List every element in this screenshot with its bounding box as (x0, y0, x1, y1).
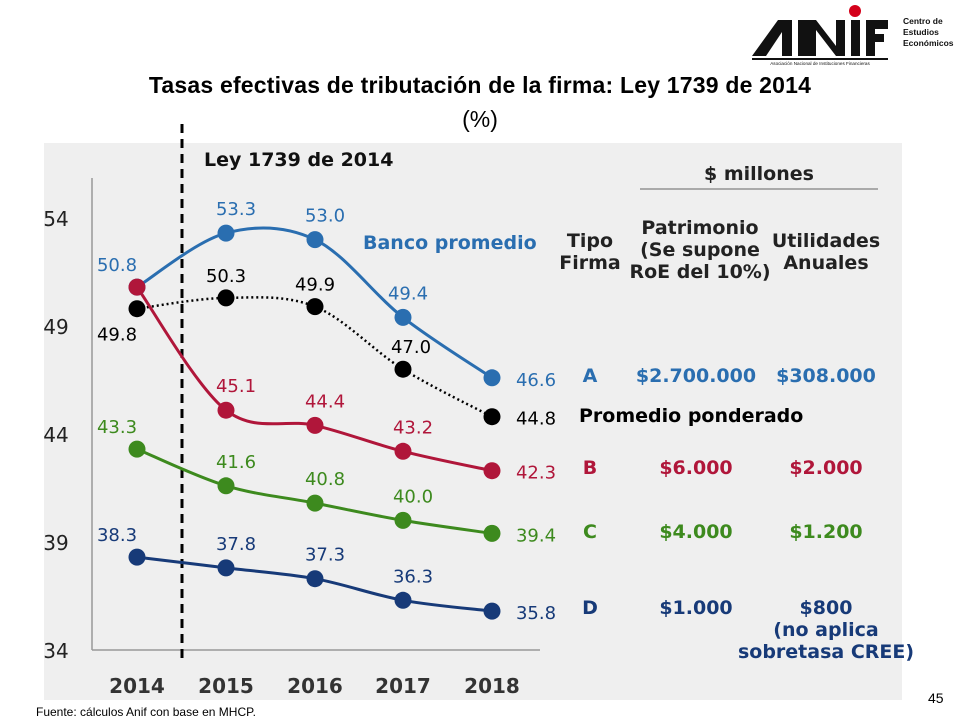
table-header-patrimonio: RoE del 10%) (629, 261, 770, 283)
table-header-utilidades: Utilidades (772, 230, 880, 252)
table-header-patrimonio: (Se supone (640, 239, 760, 261)
table-header-utilidades: Anuales (783, 252, 868, 274)
table-cell-utilidades: $800 (800, 597, 853, 619)
anif-logo: Asociación Nacional de Instituciones Fin… (752, 5, 954, 66)
table-cell-utilidades: (no aplica (773, 619, 878, 641)
tax-rate-chart: 54 49 44 39 34 2014 2015 2016 2017 2018 Ley 1739 d… (43, 124, 914, 700)
x-tick-label: 2016 (287, 674, 343, 698)
table-cell-patrimonio: $4.000 (659, 521, 732, 543)
source-note: Fuente: cálculos Anif con base en MHCP. (36, 705, 256, 719)
data-point-banco-promedio (217, 224, 235, 242)
page-number: 45 (928, 690, 944, 706)
table-cell-utilidades: $308.000 (776, 365, 876, 387)
data-point-c (217, 477, 235, 495)
page-title: Tasas efectivas de tributación de la fir… (148, 72, 812, 98)
data-label-b: 42.3 (516, 463, 556, 484)
data-label-c: 39.4 (516, 525, 556, 546)
y-tick-label: 34 (43, 639, 68, 663)
table-header-patrimonio: Patrimonio (641, 217, 758, 239)
data-point-promedio-ponderado (128, 300, 146, 318)
logo-side-line-3: Económicos (903, 38, 954, 48)
data-label-c: 40.0 (393, 486, 433, 507)
table-cell-patrimonio: $1.000 (659, 597, 732, 619)
data-label-promedio-ponderado: 49.8 (97, 325, 137, 346)
data-point-d (394, 591, 412, 609)
table-cell-tipo: A (583, 365, 598, 387)
data-label-banco-promedio: 49.4 (388, 283, 428, 304)
data-label-b: 44.4 (305, 391, 345, 412)
data-label-b: 45.1 (216, 376, 256, 397)
table-group-header: $ millones (704, 163, 814, 185)
data-label-banco-promedio: 46.6 (516, 370, 556, 391)
data-label-d: 37.3 (305, 545, 345, 566)
y-tick-label: 54 (43, 207, 68, 231)
data-point-d (217, 559, 235, 577)
data-point-b (483, 462, 501, 480)
page-subtitle: (%) (462, 106, 498, 132)
data-point-b (128, 278, 146, 296)
table-cell-utilidades: sobretasa CREE) (738, 641, 914, 663)
series-name-label: Banco promedio (363, 232, 537, 254)
table-cell-patrimonio: $2.700.000 (636, 365, 756, 387)
data-point-banco-promedio (483, 369, 501, 387)
data-point-c (394, 511, 412, 529)
data-point-promedio-ponderado (394, 360, 412, 378)
data-point-b (306, 416, 324, 434)
data-label-d: 37.8 (216, 534, 256, 555)
chart-background (44, 143, 902, 700)
table-cell-tipo: B (583, 457, 597, 479)
anif-logo-mark (752, 5, 888, 60)
table-header-tipo: Tipo (567, 230, 613, 252)
data-label-promedio-ponderado: 44.8 (516, 409, 556, 430)
data-label-promedio-ponderado: 50.3 (206, 266, 246, 287)
logo-side-line-2: Estudios (903, 27, 939, 37)
table-cell-utilidades: $2.000 (789, 457, 862, 479)
data-point-d (128, 548, 146, 566)
y-tick-label: 49 (43, 315, 68, 339)
data-point-c (483, 524, 501, 542)
x-tick-label: 2017 (375, 674, 431, 698)
table-cell-tipo: C (583, 521, 597, 543)
y-tick-label: 39 (43, 531, 68, 555)
data-label-c: 43.3 (97, 417, 137, 438)
data-point-banco-promedio (306, 231, 324, 249)
data-label-d: 36.3 (393, 566, 433, 587)
data-point-c (306, 494, 324, 512)
series-line-promedio-ponderado (136, 296, 493, 418)
x-tick-label: 2018 (464, 674, 520, 698)
data-point-b (394, 442, 412, 460)
law-marker-label: Ley 1739 de 2014 (204, 149, 393, 171)
data-point-banco-promedio (394, 308, 412, 326)
data-label-c: 41.6 (216, 452, 256, 473)
data-label-banco-promedio: 50.8 (97, 255, 137, 276)
y-tick-label: 44 (43, 423, 68, 447)
data-point-d (306, 570, 324, 588)
data-point-d (483, 602, 501, 620)
logo-red-dot (849, 5, 861, 17)
data-label-d: 35.8 (516, 603, 556, 624)
data-point-promedio-ponderado (306, 298, 324, 316)
data-point-c (128, 440, 146, 458)
table-row-label: Promedio ponderado (579, 405, 803, 427)
logo-tagline: Asociación Nacional de Instituciones Fin… (770, 61, 870, 66)
logo-side-line-1: Centro de (903, 16, 943, 26)
table-header-tipo: Firma (559, 252, 620, 274)
data-label-b: 43.2 (393, 417, 433, 438)
data-label-c: 40.8 (305, 469, 345, 490)
data-label-promedio-ponderado: 49.9 (295, 275, 335, 296)
table-cell-patrimonio: $6.000 (659, 457, 732, 479)
data-point-promedio-ponderado (483, 408, 501, 426)
data-label-d: 38.3 (97, 525, 137, 546)
x-tick-label: 2014 (109, 674, 165, 698)
table-cell-utilidades: $1.200 (789, 521, 862, 543)
data-point-promedio-ponderado (217, 289, 235, 307)
data-point-b (217, 401, 235, 419)
table-cell-tipo: D (582, 597, 598, 619)
data-label-banco-promedio: 53.0 (305, 206, 345, 227)
data-label-banco-promedio: 53.3 (216, 199, 256, 220)
data-label-promedio-ponderado: 47.0 (391, 337, 431, 358)
x-tick-label: 2015 (198, 674, 254, 698)
